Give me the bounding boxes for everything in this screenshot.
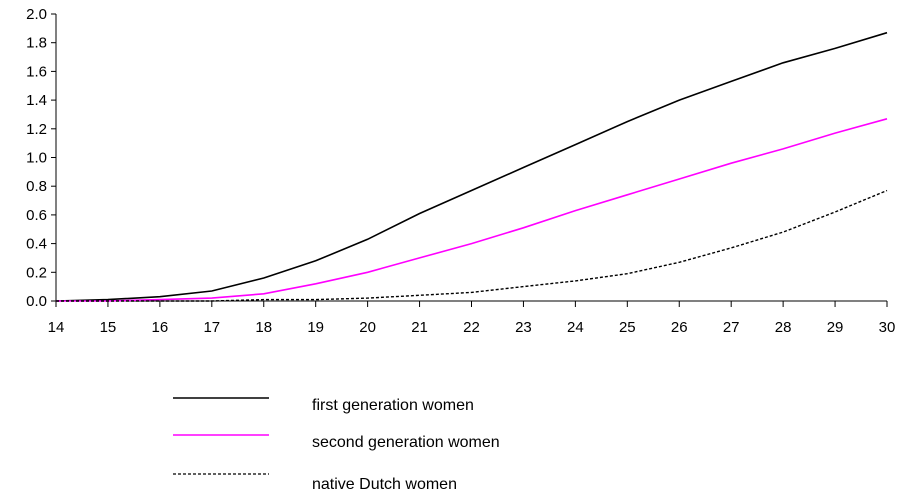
y-tick-label: 1.6 — [26, 63, 47, 80]
x-tick-label: 17 — [203, 319, 220, 336]
x-tick-label: 28 — [775, 319, 792, 336]
x-tick-label: 26 — [671, 319, 688, 336]
x-tick-label: 29 — [827, 319, 844, 336]
y-tick-label: 0.0 — [26, 293, 47, 310]
x-tick-label: 22 — [463, 319, 480, 336]
x-tick-label: 18 — [255, 319, 272, 336]
legend-label-1: second generation women — [312, 434, 500, 451]
y-tick-label: 0.2 — [26, 264, 47, 281]
y-tick-label: 1.8 — [26, 35, 47, 52]
chart-series-lines — [55, 31, 888, 302]
x-tick-label: 16 — [152, 319, 169, 336]
x-tick-label: 21 — [411, 319, 428, 336]
chart-axes: 0.0 0.2 0.4 0.6 0.8 1.0 1.2 1.4 1.6 1.8 2.0 14 15 16 1… — [26, 6, 895, 336]
y-tick-label: 1.4 — [26, 92, 47, 109]
y-tick-label: 0.6 — [26, 207, 47, 224]
x-tick-label: 25 — [619, 319, 636, 336]
x-tick-label: 14 — [48, 319, 65, 336]
x-tick-label: 24 — [567, 319, 584, 336]
legend-label-2: native Dutch women — [312, 476, 457, 493]
x-tick-label: 30 — [879, 319, 896, 336]
x-tick-label: 27 — [723, 319, 740, 336]
series-line-2 — [56, 189, 888, 302]
y-tick-label: 1.0 — [26, 150, 47, 167]
y-tick-label: 0.4 — [26, 236, 47, 253]
series-line-1 — [56, 118, 888, 302]
series-line-0 — [55, 31, 888, 302]
y-tick-label: 1.2 — [26, 121, 47, 138]
y-tick-label: 2.0 — [26, 6, 47, 23]
y-tick-label: 0.8 — [26, 178, 47, 195]
x-tick-label: 19 — [307, 319, 324, 336]
x-tick-label: 15 — [100, 319, 117, 336]
x-tick-label: 23 — [515, 319, 532, 336]
chart-legend: first generation women second generation … — [173, 397, 500, 493]
legend-label-0: first generation women — [312, 397, 474, 414]
x-tick-label: 20 — [359, 319, 376, 336]
